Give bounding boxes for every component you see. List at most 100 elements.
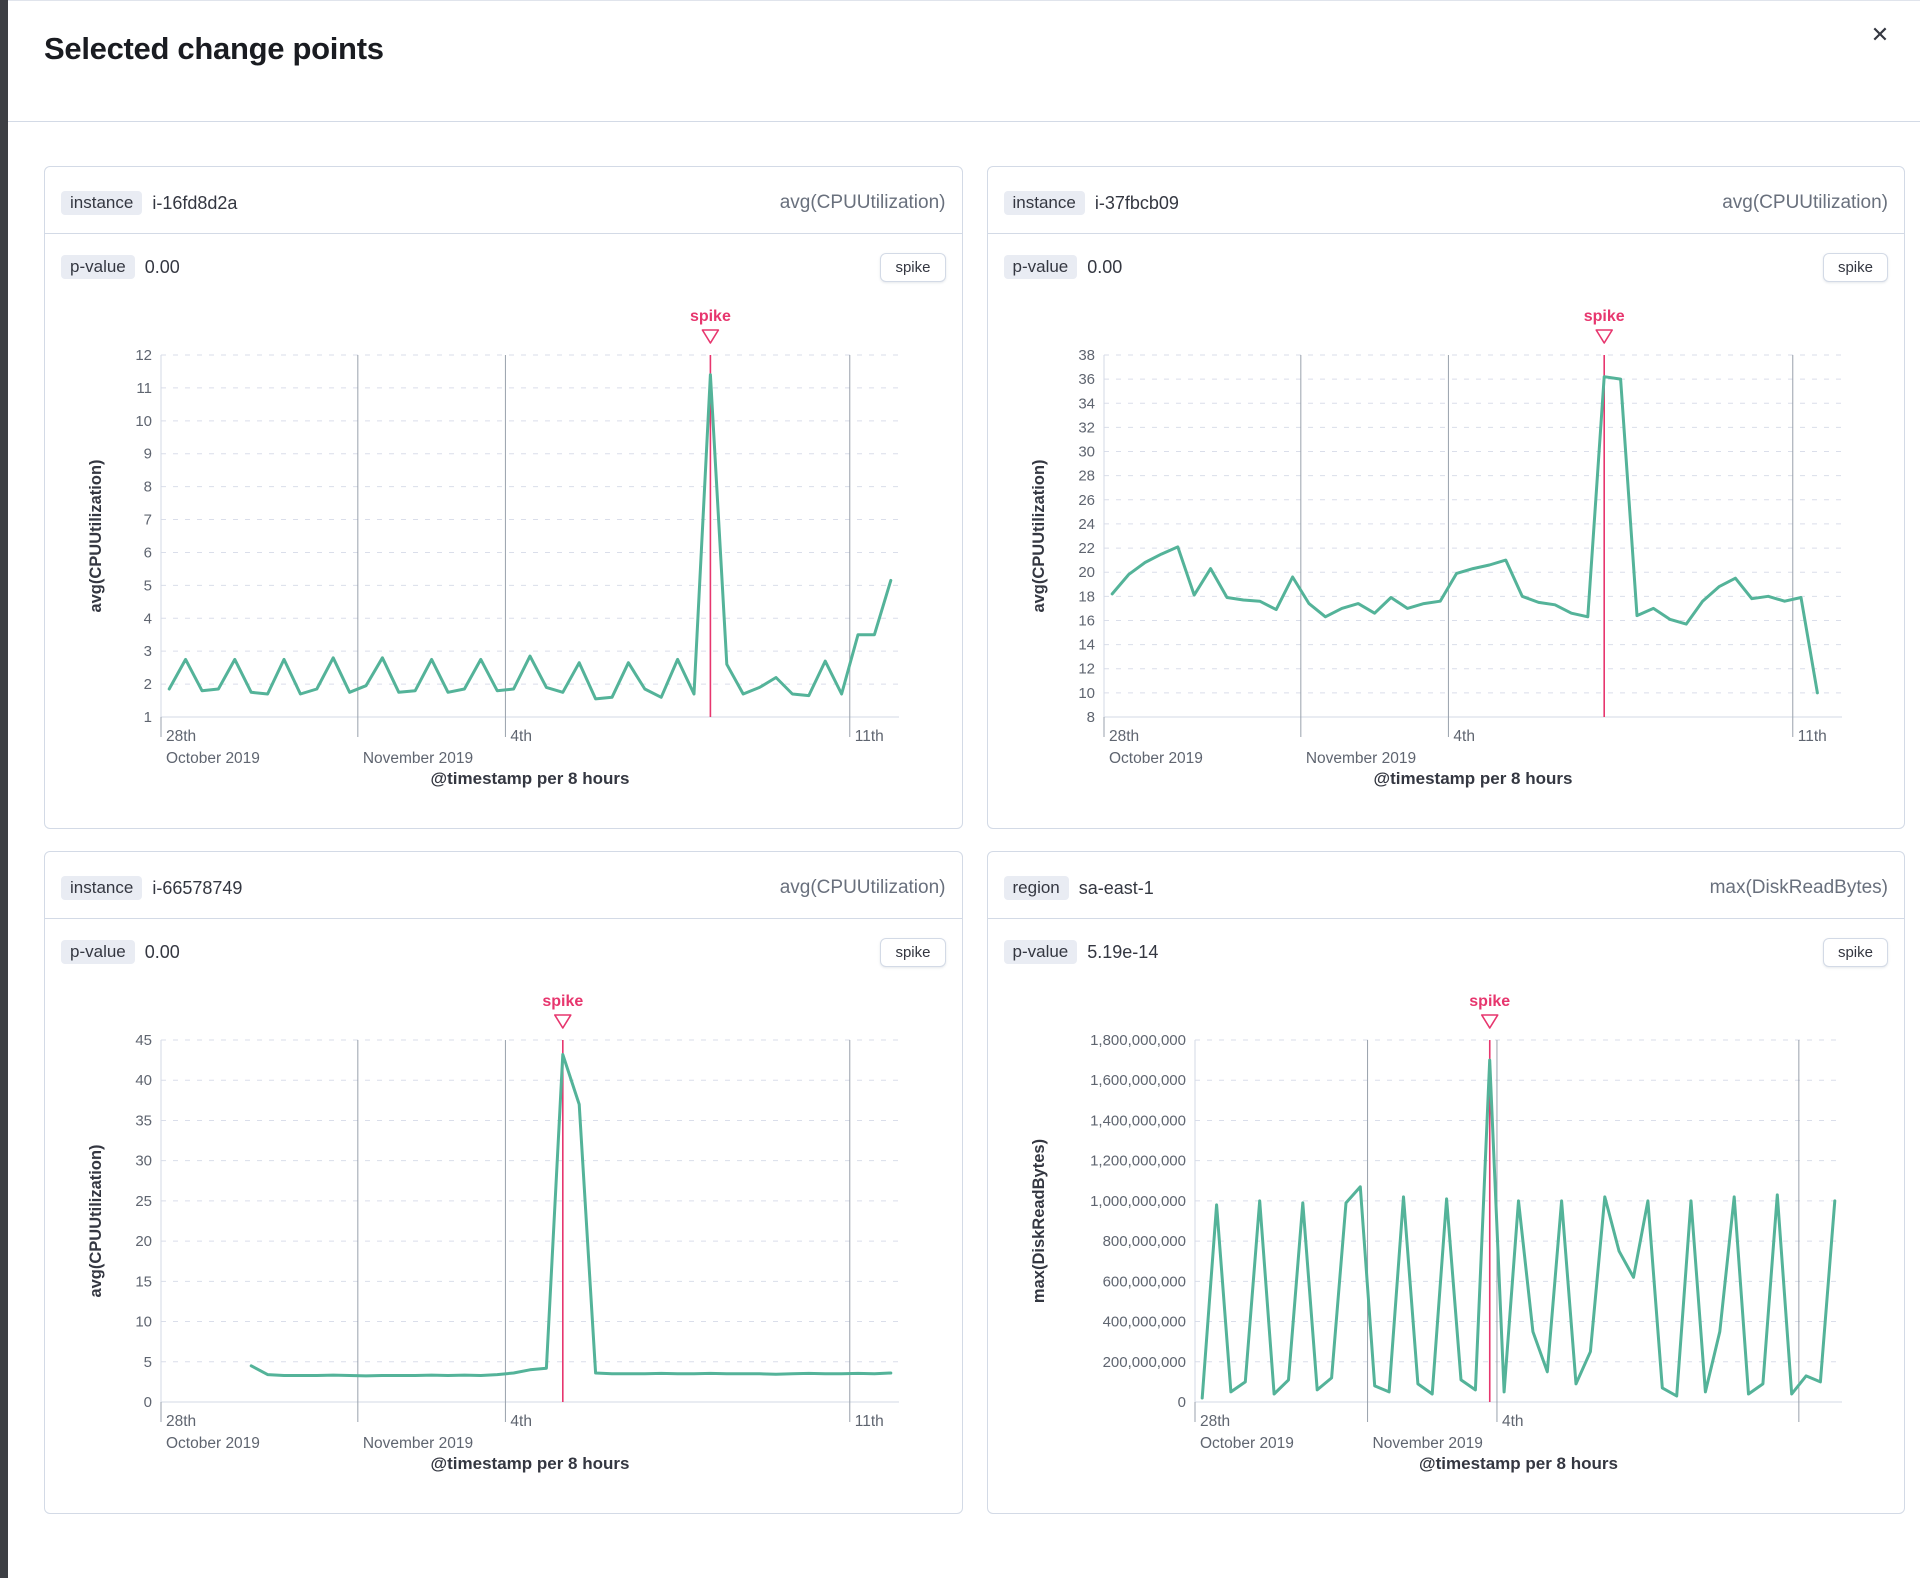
svg-text:5: 5: [144, 577, 152, 594]
svg-text:avg(CPUUtilization): avg(CPUUtilization): [1030, 459, 1048, 612]
svg-text:@timestamp per 8 hours: @timestamp per 8 hours: [1419, 1454, 1618, 1473]
svg-text:35: 35: [135, 1112, 152, 1129]
p-value-badge: p-value: [61, 940, 135, 964]
svg-text:20: 20: [1078, 564, 1095, 581]
change-point-panel: instance i-16fd8d2a avg(CPUUtilization) …: [44, 166, 963, 829]
svg-text:28th: 28th: [166, 1413, 196, 1430]
svg-text:2: 2: [144, 676, 152, 693]
panel-header-row: region sa-east-1 max(DiskReadBytes): [1003, 868, 1888, 908]
spike-type-button[interactable]: spike: [880, 937, 946, 967]
svg-text:1,200,000,000: 1,200,000,000: [1090, 1153, 1186, 1170]
flyout-title: Selected change points: [44, 31, 384, 66]
panel-pvalue-row: p-value 0.00 spike: [61, 930, 946, 974]
change-points-grid: instance i-16fd8d2a avg(CPUUtilization) …: [44, 166, 1905, 1514]
svg-text:11: 11: [136, 380, 152, 397]
panel-divider: [987, 918, 1904, 919]
svg-text:1: 1: [144, 709, 152, 726]
svg-text:18: 18: [1078, 588, 1095, 605]
background-page-edge: [0, 0, 8, 1578]
svg-text:@timestamp per 8 hours: @timestamp per 8 hours: [1373, 769, 1572, 788]
p-value: 0.00: [144, 941, 180, 962]
svg-text:7: 7: [144, 512, 152, 529]
panel-pvalue-row: p-value 0.00 spike: [1003, 245, 1888, 289]
change-point-panel: instance i-37fbcb09 avg(CPUUtilization) …: [986, 166, 1905, 829]
svg-text:4th: 4th: [1453, 728, 1475, 745]
svg-text:October 2019: October 2019: [166, 1435, 260, 1452]
svg-text:11th: 11th: [855, 728, 884, 745]
svg-text:200,000,000: 200,000,000: [1102, 1354, 1185, 1371]
svg-text:spike: spike: [1583, 308, 1624, 325]
change-point-chart: 8 10 12 14 16 18 20 22 24 26 28 30 32 34 36 38 28th Octob…: [1004, 297, 1889, 792]
panel-header-row: instance i-16fd8d2a avg(CPUUtilization): [61, 183, 946, 223]
agg-function-label: avg(CPUUtilization): [779, 877, 946, 898]
svg-text:28: 28: [1078, 468, 1095, 485]
change-points-flyout: Selected change points ✕ instance i-16fd…: [8, 0, 1920, 1578]
svg-text:28th: 28th: [1109, 728, 1139, 745]
svg-text:3: 3: [144, 643, 152, 660]
svg-text:1,600,000,000: 1,600,000,000: [1090, 1072, 1186, 1089]
field-key-badge: instance: [1003, 191, 1085, 215]
spike-type-button[interactable]: spike: [880, 252, 946, 282]
svg-text:4th: 4th: [510, 1413, 532, 1430]
svg-text:25: 25: [135, 1193, 152, 1210]
close-icon[interactable]: ✕: [1862, 17, 1898, 53]
panel-divider: [987, 233, 1904, 234]
spike-type-button[interactable]: spike: [1822, 252, 1888, 282]
field-key-badge: instance: [61, 191, 143, 215]
panel-pvalue-row: p-value 5.19e-14 spike: [1003, 930, 1888, 974]
agg-function-label: avg(CPUUtilization): [1722, 192, 1888, 213]
p-value: 0.00: [1087, 256, 1123, 277]
svg-text:36: 36: [1078, 371, 1095, 388]
change-point-chart: 0 200,000,000 400,000,000 600,000,000 800,00…: [1004, 982, 1889, 1477]
svg-text:34: 34: [1078, 395, 1095, 412]
svg-text:28th: 28th: [166, 728, 196, 745]
svg-text:1,400,000,000: 1,400,000,000: [1090, 1112, 1186, 1129]
svg-text:October 2019: October 2019: [166, 750, 260, 767]
change-point-chart: 0 5 10 15 20 25 30 35 40 45 28th October 2019 Novemb…: [61, 982, 946, 1477]
svg-text:@timestamp per 8 hours: @timestamp per 8 hours: [431, 1454, 630, 1473]
svg-text:38: 38: [1078, 347, 1095, 364]
field-value: i-37fbcb09: [1094, 192, 1179, 213]
svg-text:October 2019: October 2019: [1200, 1435, 1294, 1452]
field-value: sa-east-1: [1078, 877, 1154, 898]
svg-text:0: 0: [1177, 1394, 1185, 1411]
spike-type-button[interactable]: spike: [1822, 937, 1888, 967]
svg-text:4th: 4th: [1501, 1413, 1523, 1430]
panel-divider: [45, 233, 962, 234]
svg-text:spike: spike: [1469, 993, 1510, 1010]
svg-text:32: 32: [1078, 419, 1095, 436]
svg-text:15: 15: [135, 1273, 152, 1290]
svg-text:30: 30: [135, 1153, 152, 1170]
p-value-badge: p-value: [1003, 940, 1078, 964]
field-key-badge: region: [1003, 876, 1069, 900]
svg-text:14: 14: [1078, 637, 1095, 654]
panel-header-row: instance i-37fbcb09 avg(CPUUtilization): [1003, 183, 1888, 223]
svg-text:22: 22: [1078, 540, 1095, 557]
svg-text:spike: spike: [690, 308, 731, 325]
svg-text:6: 6: [144, 544, 152, 561]
panel-pvalue-row: p-value 0.00 spike: [61, 245, 946, 289]
svg-text:November 2019: November 2019: [1372, 1435, 1482, 1452]
change-point-panel: region sa-east-1 max(DiskReadBytes) p-va…: [986, 851, 1905, 1514]
svg-text:9: 9: [144, 446, 152, 463]
svg-text:45: 45: [135, 1032, 152, 1049]
svg-text:30: 30: [1078, 444, 1095, 461]
svg-text:November 2019: November 2019: [363, 750, 473, 767]
svg-text:avg(CPUUtilization): avg(CPUUtilization): [87, 1144, 105, 1297]
p-value-badge: p-value: [1003, 255, 1078, 279]
svg-text:November 2019: November 2019: [363, 1435, 473, 1452]
field-value: i-66578749: [152, 877, 243, 898]
agg-function-label: avg(CPUUtilization): [779, 192, 946, 213]
change-point-chart: 1 2 3 4 5 6 7 8 9 10 11 12 28th October 2019 November …: [61, 297, 946, 792]
svg-text:10: 10: [1078, 685, 1095, 702]
svg-text:12: 12: [135, 347, 152, 364]
svg-text:40: 40: [135, 1072, 152, 1089]
svg-text:16: 16: [1078, 612, 1095, 629]
flyout-header: Selected change points ✕: [8, 1, 1920, 122]
p-value: 0.00: [144, 256, 180, 277]
field-value: i-16fd8d2a: [152, 192, 238, 213]
svg-text:8: 8: [144, 479, 152, 496]
change-point-panel: instance i-66578749 avg(CPUUtilization) …: [44, 851, 963, 1514]
svg-text:28th: 28th: [1200, 1413, 1230, 1430]
svg-text:4: 4: [144, 610, 152, 627]
